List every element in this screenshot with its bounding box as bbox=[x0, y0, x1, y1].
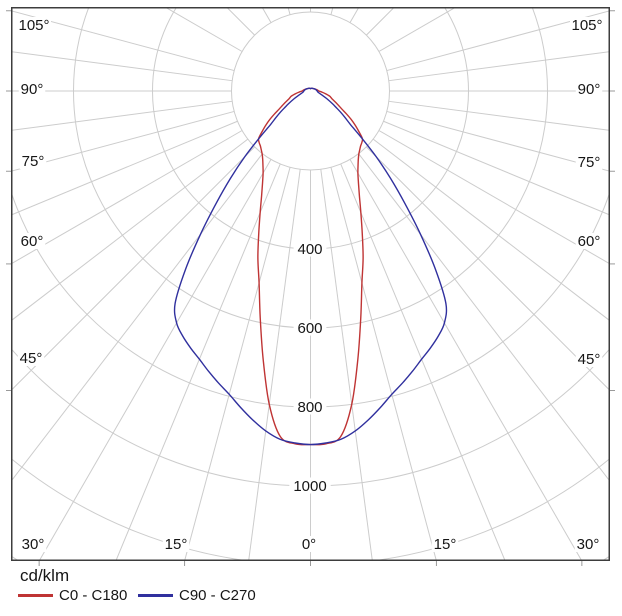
angle-label-mask bbox=[575, 351, 603, 367]
curves bbox=[173, 87, 448, 446]
radial-label-mask bbox=[293, 319, 327, 336]
angle-label-mask bbox=[162, 536, 190, 552]
angle-label: 75° bbox=[22, 153, 45, 170]
grid-ray bbox=[248, 169, 301, 561]
angle-label: 15° bbox=[434, 536, 457, 553]
angle-label: 60° bbox=[578, 233, 601, 250]
legend-item-label: C0 - C180 bbox=[59, 586, 128, 604]
angle-label-mask bbox=[18, 233, 46, 249]
angle-label: 45° bbox=[578, 351, 601, 368]
angle-label-mask bbox=[19, 153, 47, 169]
curve-c90-c270 bbox=[173, 87, 448, 446]
grid-ray bbox=[358, 153, 610, 483]
border-ticks bbox=[6, 10, 615, 566]
grid-ray bbox=[11, 10, 235, 72]
angle-label: 60° bbox=[21, 233, 44, 250]
angle-label: 0° bbox=[302, 536, 316, 553]
grid-ray bbox=[11, 51, 233, 82]
radial-scale-label: 600 bbox=[297, 320, 322, 337]
grid-ray bbox=[11, 120, 238, 216]
radial-label-mask bbox=[293, 398, 327, 415]
grid-ray bbox=[11, 146, 255, 392]
grid-ray bbox=[11, 138, 249, 322]
angle-label-mask bbox=[575, 154, 603, 170]
grid-ray bbox=[349, 159, 583, 561]
grid-ray bbox=[383, 120, 610, 216]
angle-label-mask bbox=[575, 233, 603, 249]
radial-scale-label: 400 bbox=[297, 241, 322, 258]
angle-label: 75° bbox=[578, 154, 601, 171]
legend-item: C0 - C180 bbox=[18, 586, 127, 604]
grid-ray bbox=[372, 138, 610, 322]
grid-ray bbox=[366, 146, 610, 392]
angle-label-mask bbox=[574, 536, 602, 552]
angle-label-mask bbox=[299, 536, 319, 552]
grid-ray bbox=[11, 110, 235, 172]
grid-ray bbox=[38, 159, 272, 561]
angle-label-mask bbox=[19, 536, 47, 552]
grid-ray bbox=[330, 167, 437, 561]
angle-label-mask bbox=[575, 81, 603, 97]
legend-swatch bbox=[138, 593, 173, 597]
grid-ray bbox=[378, 130, 610, 265]
legend-item-label: C90 - C270 bbox=[179, 586, 256, 604]
grid-ray bbox=[11, 153, 263, 483]
angle-label-mask bbox=[431, 536, 459, 552]
grid-ray bbox=[388, 100, 610, 131]
grid-ray bbox=[388, 51, 610, 82]
grid-ray bbox=[386, 110, 610, 172]
legend-swatch bbox=[18, 593, 53, 597]
legend-item: C90 - C270 bbox=[138, 586, 256, 604]
angle-label: 45° bbox=[20, 350, 43, 367]
angle-label: 15° bbox=[165, 536, 188, 553]
grid-ray bbox=[115, 163, 281, 561]
angle-label-mask bbox=[17, 350, 45, 366]
radial-label-mask bbox=[293, 240, 327, 257]
plot-border bbox=[11, 7, 610, 561]
angle-label: 90° bbox=[21, 81, 44, 98]
angle-label: 105° bbox=[571, 17, 602, 34]
angle-label: 90° bbox=[578, 81, 601, 98]
grid-ray bbox=[11, 130, 243, 265]
angle-label: 30° bbox=[22, 536, 45, 553]
radial-label-mask bbox=[289, 477, 331, 494]
grid-ray bbox=[320, 169, 373, 561]
angle-label: 105° bbox=[18, 17, 49, 34]
angle-label-mask bbox=[18, 81, 46, 97]
legend-units-label: cd/klm bbox=[20, 566, 70, 585]
grid-ray bbox=[11, 100, 233, 131]
radial-scale-label: 1000 bbox=[293, 478, 326, 495]
angle-label-mask bbox=[17, 17, 51, 33]
radial-scale-label: 800 bbox=[297, 399, 322, 416]
angle-label-mask bbox=[570, 17, 604, 33]
grid-ray bbox=[386, 10, 610, 72]
grid-ring bbox=[231, 11, 390, 171]
angle-label: 30° bbox=[577, 536, 600, 553]
grid-ray bbox=[184, 167, 291, 561]
grid-ray bbox=[340, 163, 506, 561]
